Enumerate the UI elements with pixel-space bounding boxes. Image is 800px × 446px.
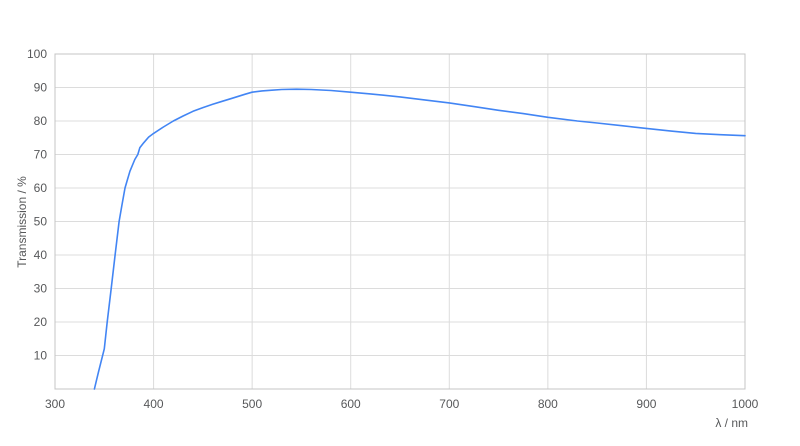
y-axis-title: Transmission / % (15, 176, 29, 268)
transmission-curve (93, 88, 746, 390)
y-tick-label: 10 (34, 349, 48, 363)
gridlines (55, 54, 745, 389)
y-tick-label: 90 (34, 81, 48, 95)
x-tick-label: 600 (341, 397, 361, 411)
x-tick-label: 300 (45, 397, 65, 411)
x-tick-label: 700 (439, 397, 459, 411)
y-tick-label: 70 (34, 148, 48, 162)
y-tick-label: 50 (34, 215, 48, 229)
y-tick-label: 20 (34, 315, 48, 329)
plot-border (54, 53, 746, 390)
x-tick-label: 900 (636, 397, 656, 411)
y-tick-label: 80 (34, 114, 48, 128)
y-tick-label: 30 (34, 282, 48, 296)
tick-labels: 300 400 500 600 700 800 900 1000 10 20 30 40 50 60 70 8… (27, 47, 759, 411)
y-tick-label: 100 (27, 47, 47, 61)
x-axis-title: λ / nm (715, 416, 748, 430)
y-tick-label: 40 (34, 248, 48, 262)
x-tick-label: 800 (538, 397, 558, 411)
x-tick-label: 1000 (732, 397, 759, 411)
x-tick-label: 400 (144, 397, 164, 411)
x-tick-label: 500 (242, 397, 262, 411)
y-tick-label: 60 (34, 181, 48, 195)
